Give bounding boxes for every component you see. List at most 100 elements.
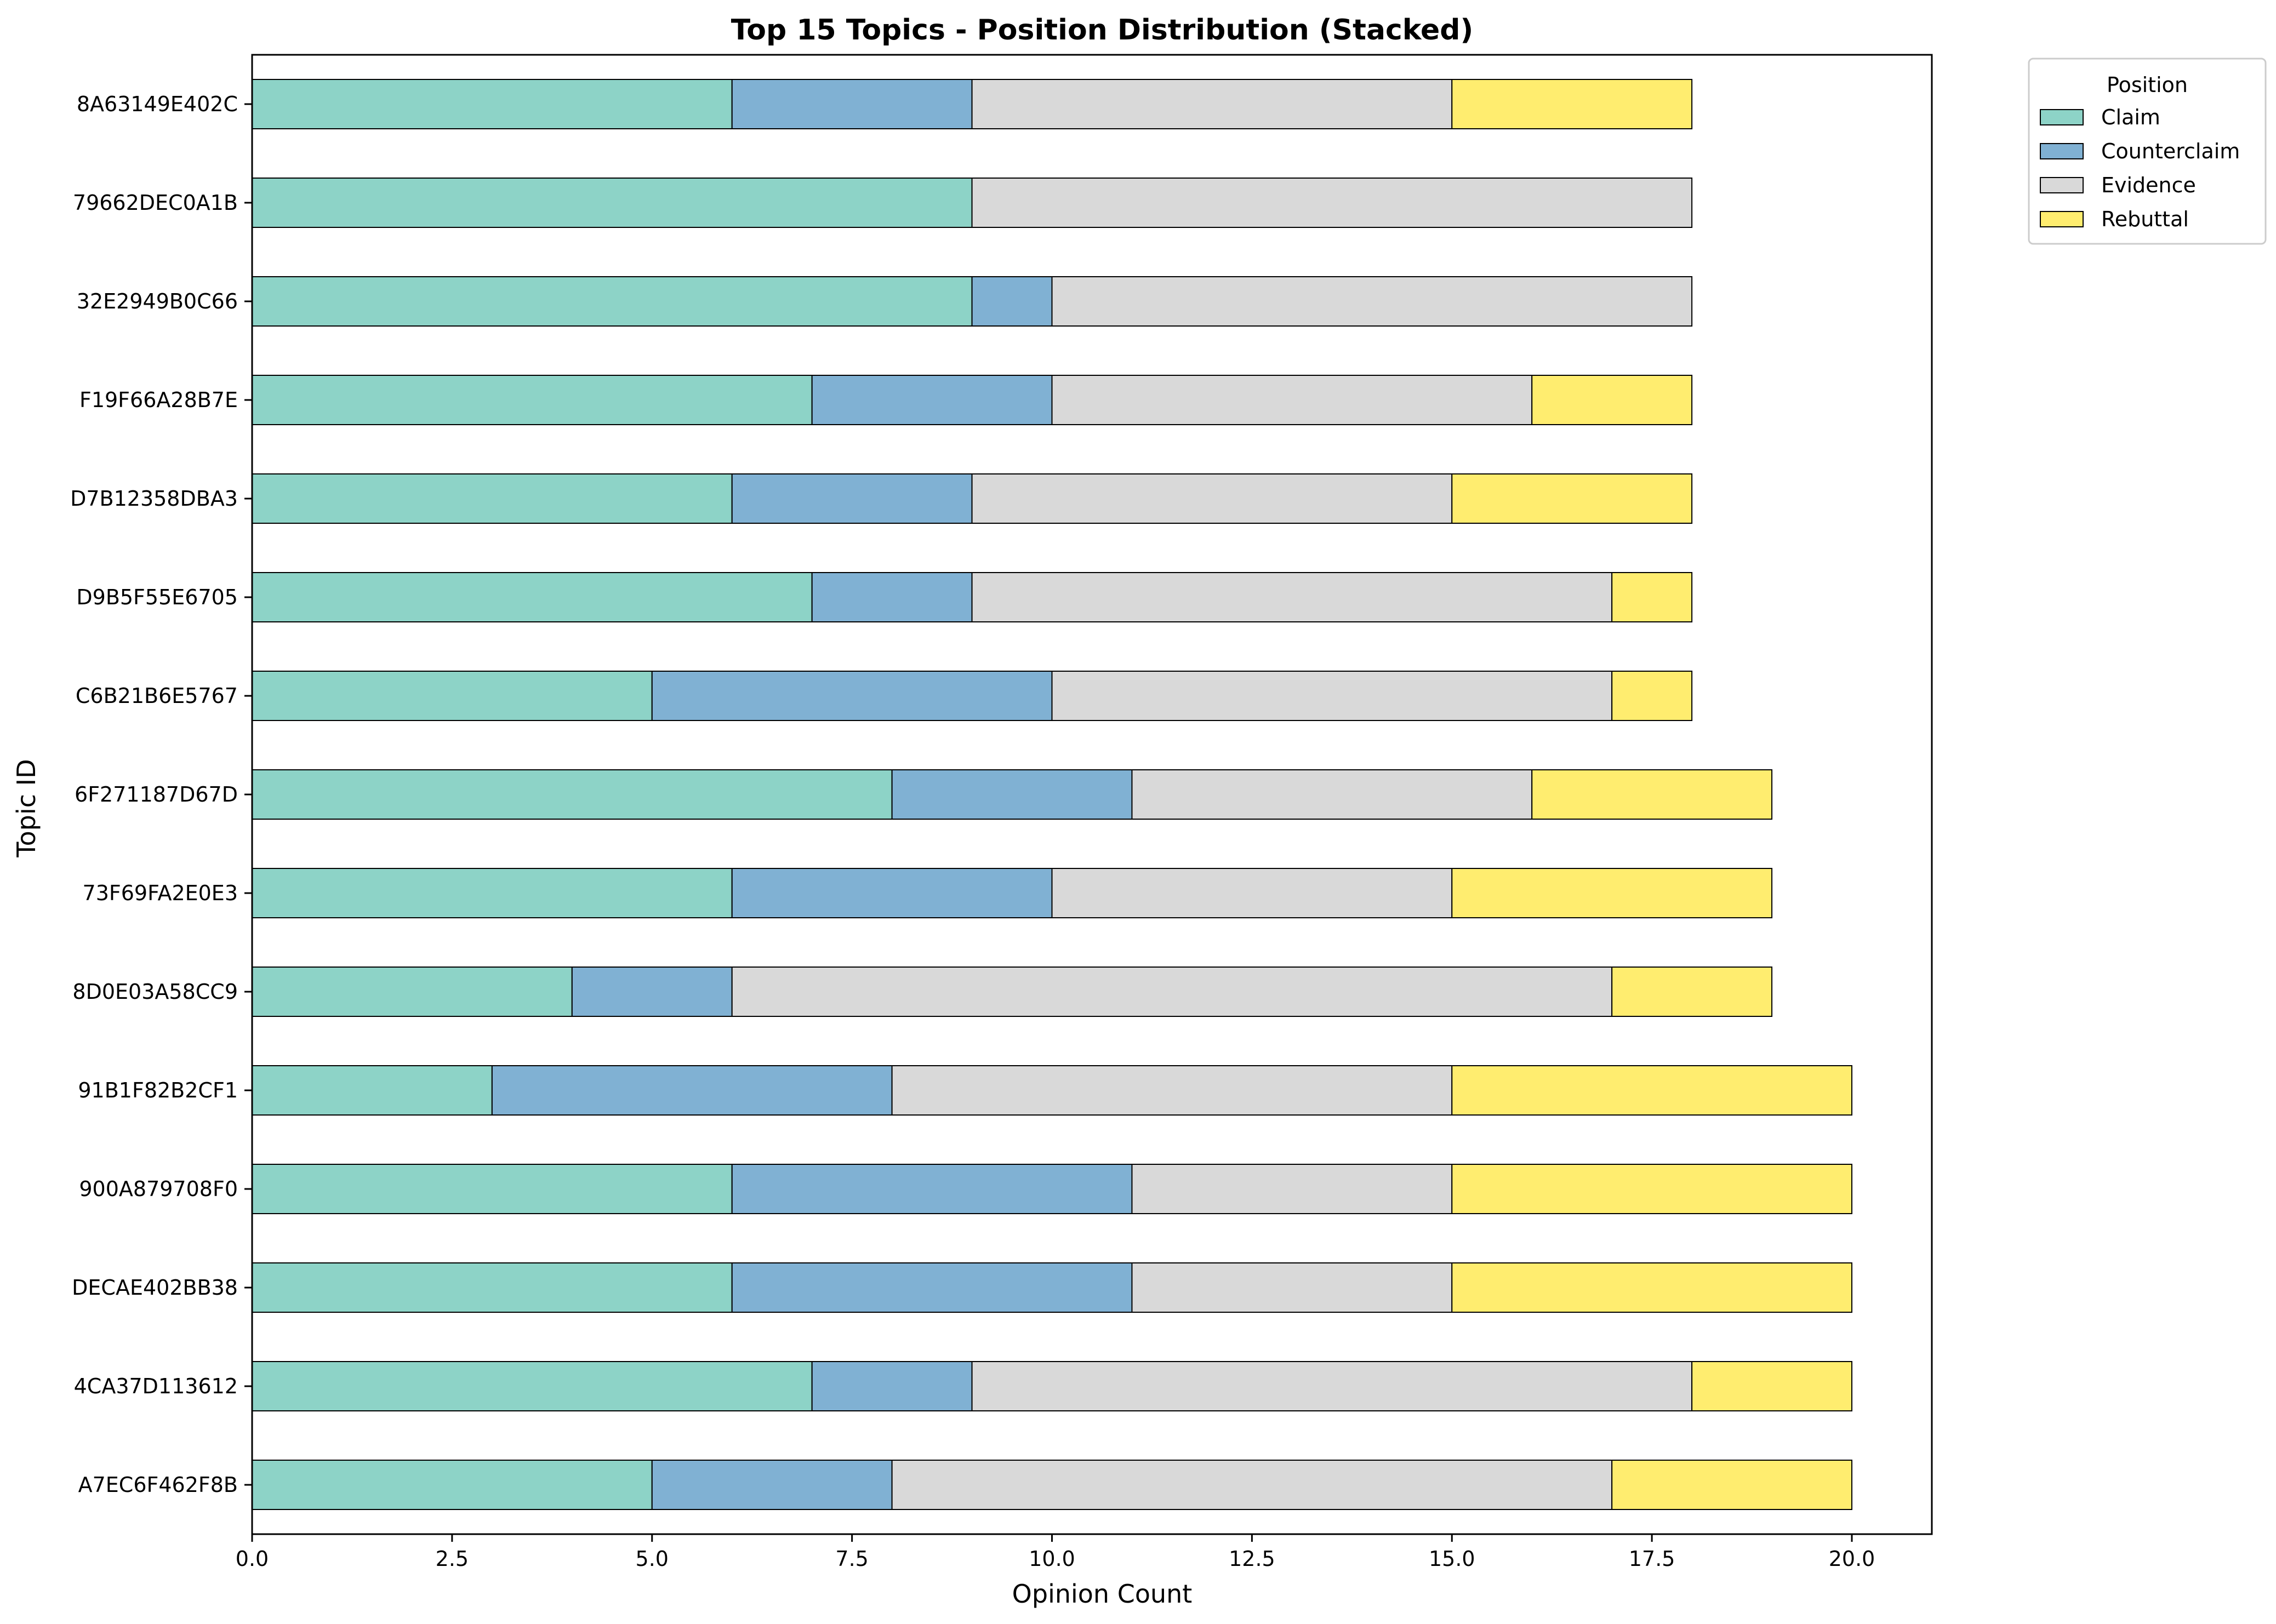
y-tick-label: D9B5F55E6705 (76, 585, 238, 609)
legend-frame (2028, 58, 2267, 245)
x-tick-label: 0.0 (236, 1547, 269, 1571)
bar-evidence-91B1F82B2CF1 (891, 1065, 1453, 1116)
bar-rebuttal-DECAE402BB38 (1451, 1262, 1853, 1313)
y-tick-label: 32E2949B0C66 (77, 289, 238, 313)
x-tick-label: 12.5 (1229, 1547, 1275, 1571)
y-tick-label: C6B21B6E5767 (76, 684, 238, 708)
bar-counterclaim-DECAE402BB38 (731, 1262, 1133, 1313)
bar-counterclaim-A7EC6F462F8B (651, 1460, 893, 1510)
x-tick-label: 10.0 (1029, 1547, 1075, 1571)
y-tick-label: DECAE402BB38 (72, 1276, 238, 1300)
bar-evidence-4CA37D113612 (971, 1361, 1693, 1411)
y-tick-label: 8A63149E402C (77, 92, 238, 116)
bar-counterclaim-D9B5F55E6705 (811, 572, 973, 622)
bar-rebuttal-91B1F82B2CF1 (1451, 1065, 1853, 1116)
y-tick-label: 6F271187D67D (75, 782, 238, 807)
bar-rebuttal-D7B12358DBA3 (1451, 473, 1693, 524)
y-tick-label: 8D0E03A58CC9 (72, 980, 238, 1004)
y-tick-label: 79662DEC0A1B (73, 191, 238, 215)
bar-evidence-8D0E03A58CC9 (731, 967, 1613, 1017)
bar-claim-DECAE402BB38 (252, 1262, 733, 1313)
bar-counterclaim-D7B12358DBA3 (731, 473, 973, 524)
bar-claim-C6B21B6E5767 (252, 671, 653, 721)
bar-rebuttal-4CA37D113612 (1691, 1361, 1853, 1411)
bar-rebuttal-900A879708F0 (1451, 1164, 1853, 1214)
bar-counterclaim-C6B21B6E5767 (651, 671, 1053, 721)
bar-claim-79662DEC0A1B (252, 178, 973, 228)
bar-counterclaim-73F69FA2E0E3 (731, 868, 1053, 918)
bar-evidence-6F271187D67D (1131, 769, 1533, 820)
bar-counterclaim-4CA37D113612 (811, 1361, 973, 1411)
y-axis-label: Topic ID (12, 759, 41, 857)
chart-title: Top 15 Topics - Position Distribution (S… (731, 14, 1474, 47)
bar-claim-8A63149E402C (252, 79, 733, 129)
bar-evidence-C6B21B6E5767 (1051, 671, 1613, 721)
legend-label-rebuttal: Rebuttal (2101, 207, 2189, 231)
y-tick-label: 91B1F82B2CF1 (78, 1078, 238, 1102)
bar-claim-D9B5F55E6705 (252, 572, 813, 622)
bar-evidence-D9B5F55E6705 (971, 572, 1613, 622)
y-tick-label: 4CA37D113612 (74, 1374, 238, 1398)
legend-swatch-claim (2040, 109, 2084, 125)
bar-claim-32E2949B0C66 (252, 276, 973, 327)
bar-rebuttal-D9B5F55E6705 (1611, 572, 1693, 622)
x-axis-label: Opinion Count (1012, 1579, 1193, 1609)
y-tick-label: F19F66A28B7E (79, 388, 238, 412)
x-tick-label: 5.0 (636, 1547, 669, 1571)
bar-evidence-79662DEC0A1B (971, 178, 1693, 228)
bar-evidence-A7EC6F462F8B (891, 1460, 1613, 1510)
x-tick-label: 15.0 (1429, 1547, 1475, 1571)
bar-claim-900A879708F0 (252, 1164, 733, 1214)
bar-evidence-73F69FA2E0E3 (1051, 868, 1453, 918)
legend-label-claim: Claim (2101, 105, 2160, 129)
bar-rebuttal-8A63149E402C (1451, 79, 1693, 129)
bar-counterclaim-F19F66A28B7E (811, 375, 1053, 425)
bar-evidence-D7B12358DBA3 (971, 473, 1453, 524)
bar-counterclaim-32E2949B0C66 (971, 276, 1053, 327)
legend: Position Claim Counterclaim Evidence Rebutt… (2028, 58, 2267, 245)
bar-evidence-DECAE402BB38 (1131, 1262, 1453, 1313)
bar-counterclaim-91B1F82B2CF1 (491, 1065, 893, 1116)
bar-evidence-32E2949B0C66 (1051, 276, 1693, 327)
bar-rebuttal-73F69FA2E0E3 (1451, 868, 1773, 918)
legend-items: Claim Counterclaim Evidence Rebuttal (2040, 105, 2240, 231)
bar-rebuttal-6F271187D67D (1531, 769, 1773, 820)
bar-counterclaim-6F271187D67D (891, 769, 1133, 820)
x-tick-label: 17.5 (1629, 1547, 1675, 1571)
bar-counterclaim-8D0E03A58CC9 (571, 967, 733, 1017)
bar-claim-6F271187D67D (252, 769, 893, 820)
y-axis: 8A63149E402C 79662DEC0A1B 32E2949B0C66 F19F… (70, 92, 252, 1497)
legend-swatch-rebuttal (2040, 211, 2084, 227)
bar-evidence-8A63149E402C (971, 79, 1453, 129)
bar-claim-D7B12358DBA3 (252, 473, 733, 524)
legend-title: Position (2107, 73, 2188, 97)
bar-claim-F19F66A28B7E (252, 375, 813, 425)
x-tick-label: 20.0 (1829, 1547, 1875, 1571)
bar-counterclaim-900A879708F0 (731, 1164, 1133, 1214)
x-tick-label: 7.5 (835, 1547, 868, 1571)
y-tick-label: 900A879708F0 (79, 1177, 238, 1201)
bar-evidence-900A879708F0 (1131, 1164, 1453, 1214)
legend-swatch-counterclaim (2040, 143, 2084, 159)
y-tick-label: A7EC6F462F8B (78, 1473, 238, 1497)
legend-label-counterclaim: Counterclaim (2101, 139, 2240, 163)
legend-label-evidence: Evidence (2101, 173, 2196, 197)
bar-claim-4CA37D113612 (252, 1361, 813, 1411)
y-tick-label: D7B12358DBA3 (70, 487, 238, 511)
bar-claim-73F69FA2E0E3 (252, 868, 733, 918)
bar-rebuttal-8D0E03A58CC9 (1611, 967, 1773, 1017)
bar-rebuttal-A7EC6F462F8B (1611, 1460, 1853, 1510)
y-tick-label: 73F69FA2E0E3 (83, 881, 238, 905)
bar-rebuttal-C6B21B6E5767 (1611, 671, 1693, 721)
legend-swatch-evidence (2040, 177, 2084, 193)
bar-evidence-F19F66A28B7E (1051, 375, 1533, 425)
bar-counterclaim-8A63149E402C (731, 79, 973, 129)
bars-layer (252, 79, 1853, 1510)
bar-claim-91B1F82B2CF1 (252, 1065, 493, 1116)
bar-rebuttal-F19F66A28B7E (1531, 375, 1693, 425)
bar-claim-A7EC6F462F8B (252, 1460, 653, 1510)
x-tick-label: 2.5 (436, 1547, 469, 1571)
bar-claim-8D0E03A58CC9 (252, 967, 573, 1017)
x-axis: 0.0 2.5 5.0 7.5 10.0 12.5 15.0 17.5 20.0 (236, 1534, 1875, 1571)
